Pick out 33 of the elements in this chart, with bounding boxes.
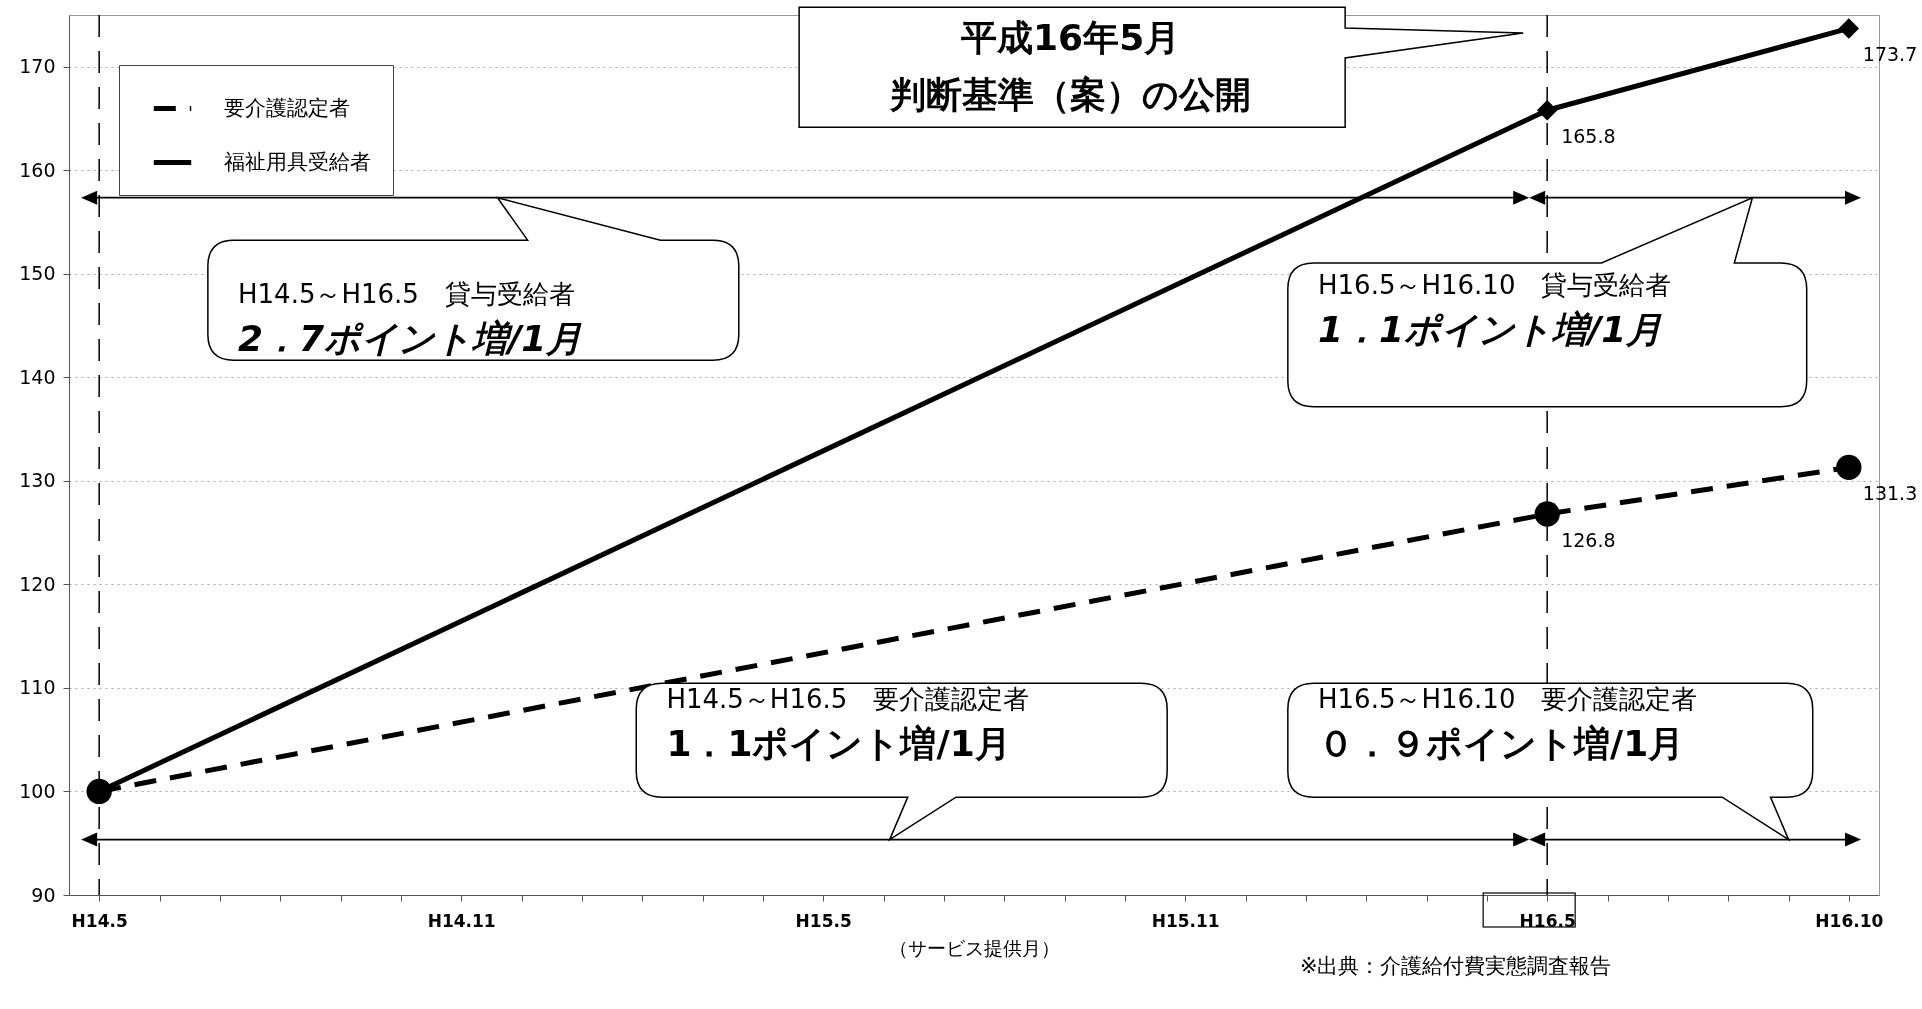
y-tick-label: 160: [19, 158, 56, 181]
annotation: H16.5～H16.10 貸与受給者: [1318, 270, 1672, 301]
annotation: H16.5～H16.10 要介護認定者: [1318, 684, 1698, 715]
x-tick-label: H14.11: [427, 910, 496, 931]
data-label: 173.7: [1862, 43, 1918, 66]
x-tick-label: H16.5: [1519, 910, 1576, 931]
data-label: 165.8: [1561, 125, 1616, 148]
y-tick-label: 120: [19, 572, 56, 595]
legend-label: 要介護認定者: [224, 95, 350, 120]
x-tick-label: H15.11: [1151, 910, 1220, 931]
text: ※出典：介護給付費実態調査報告: [1299, 954, 1612, 978]
annotation: 2．7ポイント増/1月: [238, 317, 583, 359]
annotation: H14.5～H16.5 貸与受給者: [238, 278, 575, 309]
data-label: 131.3: [1862, 482, 1918, 505]
annotation: 平成16年5月: [961, 17, 1181, 59]
annotation: 判断基準（案）の公開: [889, 74, 1252, 116]
y-tick-label: 140: [19, 365, 56, 388]
x-axis-title: （サービス提供月）: [889, 936, 1060, 959]
y-tick-label: 130: [19, 469, 56, 492]
annotation: 1．1ポイント増/1月: [666, 723, 1011, 765]
y-tick-label: 110: [19, 676, 56, 699]
y-tick-label: 150: [19, 262, 56, 285]
data-label: 126.8: [1561, 529, 1616, 552]
annotation: 1．1ポイント増/1月: [1318, 309, 1663, 351]
x-tick-label: H14.5: [71, 910, 128, 931]
x-tick-label: H15.5: [795, 910, 852, 931]
annotation: ０．９ポイント増/1月: [1318, 723, 1685, 765]
x-tick-label: H16.10: [1815, 910, 1884, 931]
annotation: H14.5～H16.5 要介護認定者: [666, 684, 1030, 715]
y-tick-label: 90: [31, 883, 56, 906]
y-tick-label: 100: [19, 779, 56, 802]
y-tick-label: 170: [19, 55, 56, 78]
legend-label: 福祉用具受給者: [224, 149, 371, 174]
